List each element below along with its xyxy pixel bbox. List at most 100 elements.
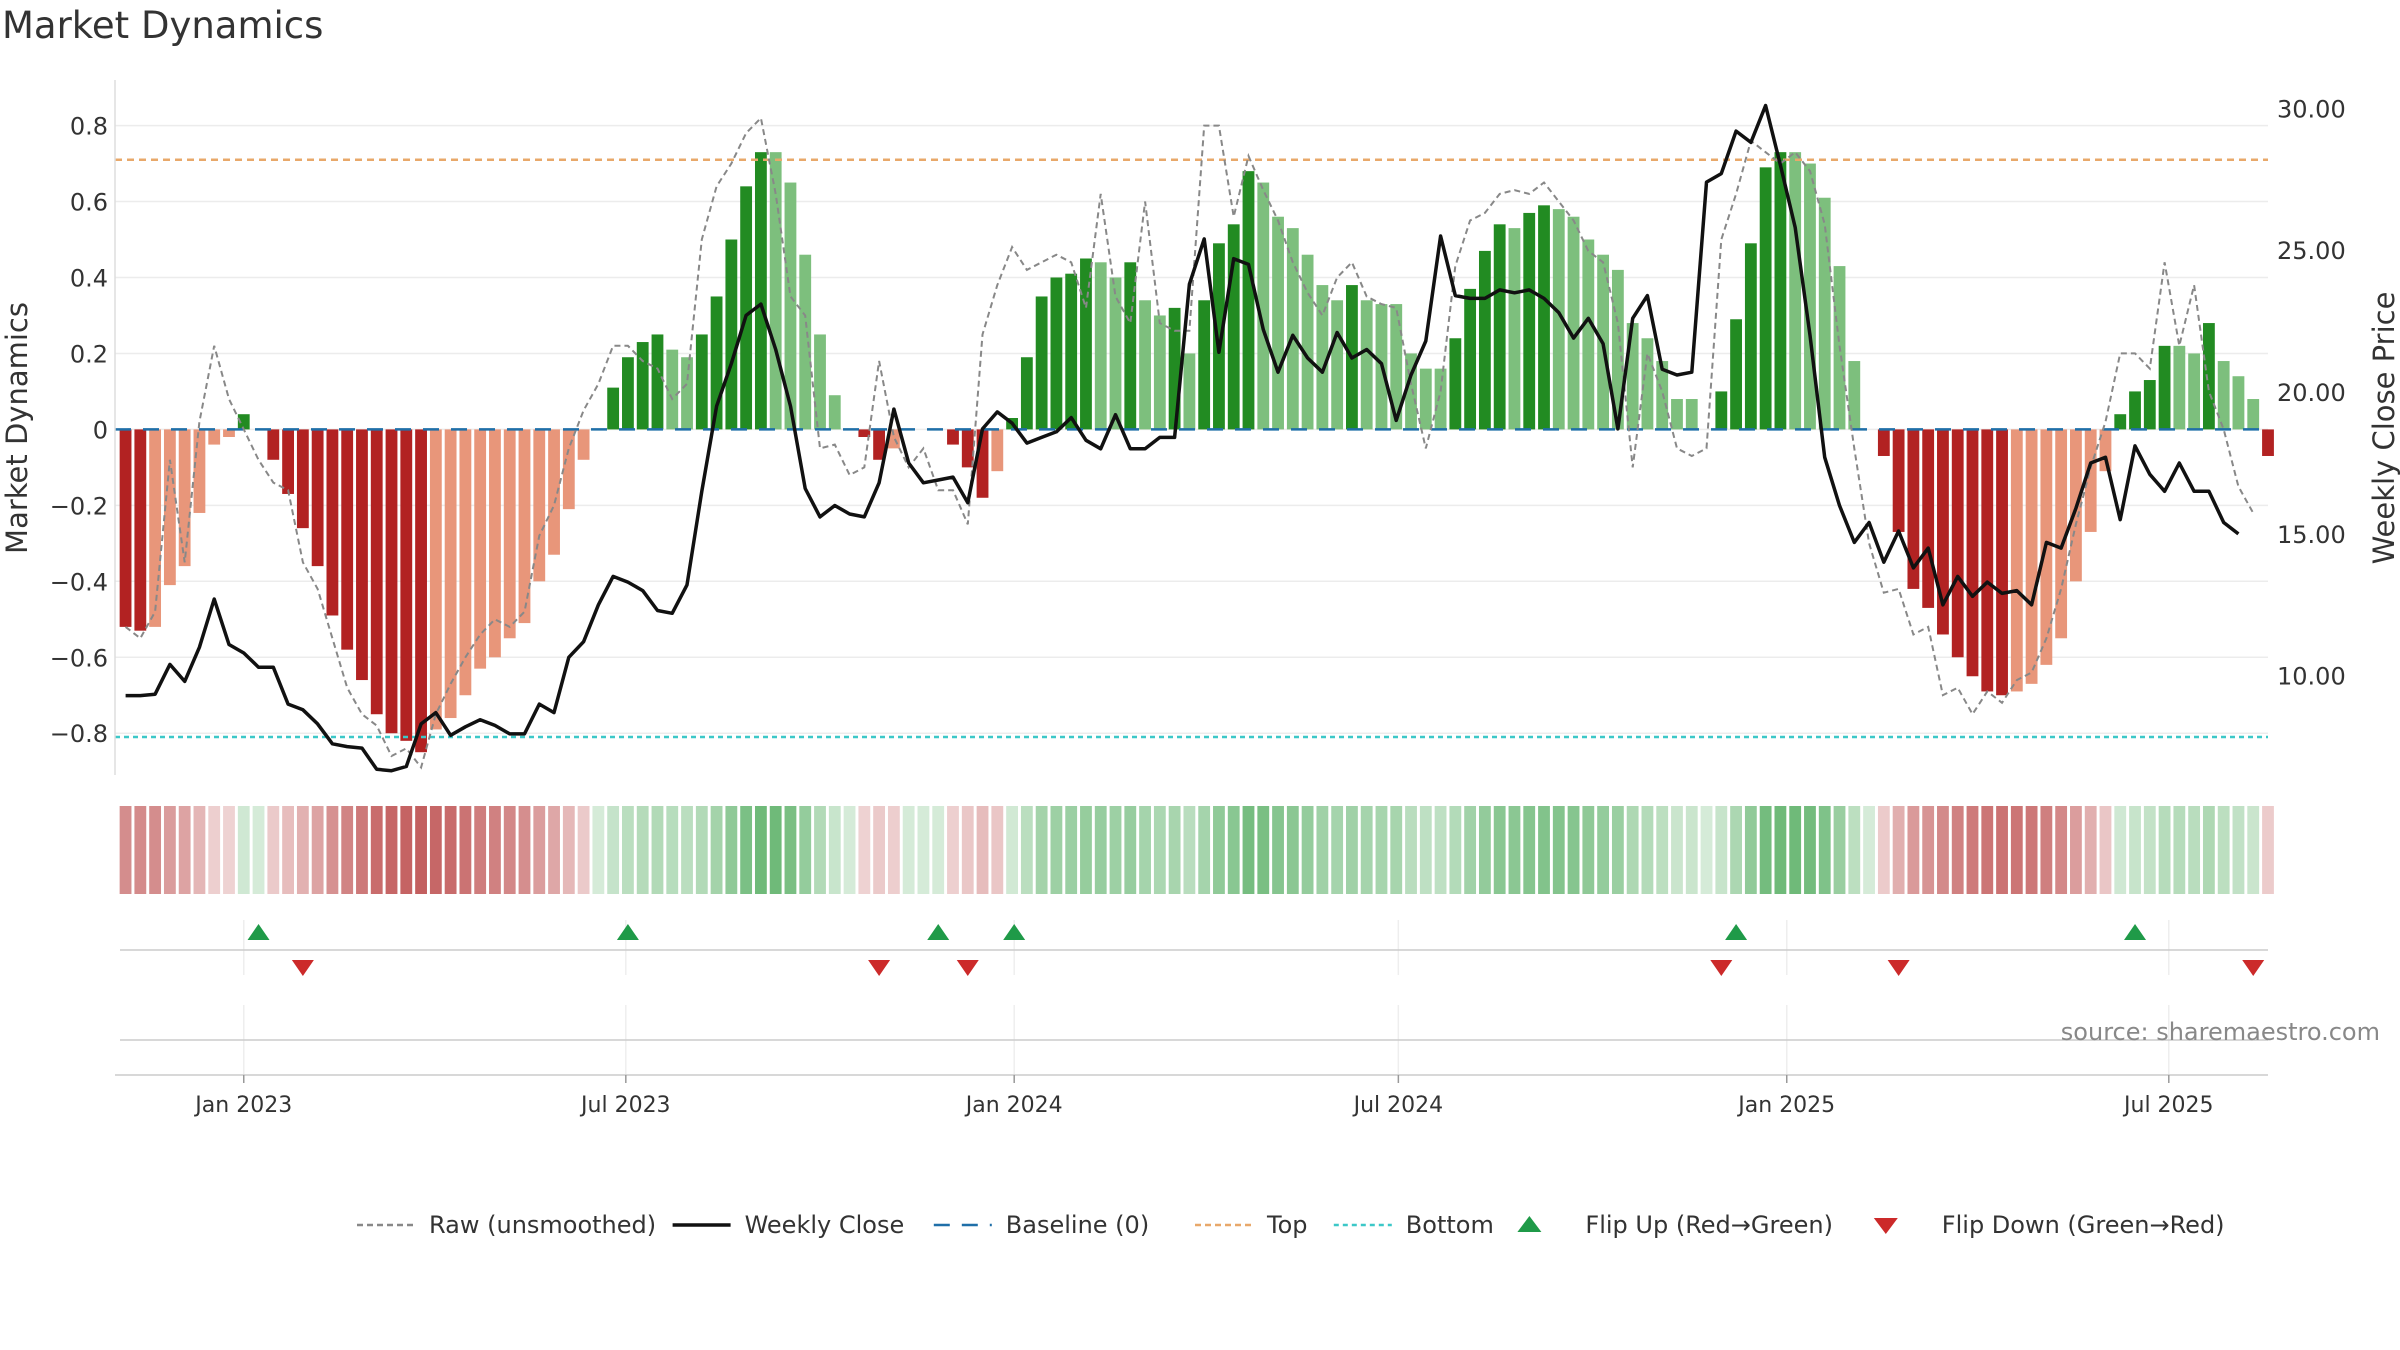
regime-cell bbox=[356, 806, 368, 894]
regime-cell bbox=[134, 806, 147, 894]
regime-cell bbox=[429, 806, 442, 894]
regime-cell bbox=[2188, 806, 2201, 894]
regime-cell bbox=[1080, 806, 1092, 894]
source-credit: source: sharemaestro.com bbox=[2061, 1018, 2380, 1046]
regime-cell bbox=[1006, 806, 1018, 894]
regime-cell bbox=[2099, 806, 2112, 894]
dynamics-bar bbox=[548, 429, 560, 555]
regime-cell bbox=[193, 806, 206, 894]
y-tick-label: −0.6 bbox=[50, 644, 108, 672]
legend-label: Flip Down (Green→Red) bbox=[1942, 1211, 2225, 1239]
y-tick-label: 0.6 bbox=[70, 189, 108, 217]
dynamics-bar bbox=[2232, 376, 2245, 430]
dynamics-bar bbox=[193, 429, 206, 513]
regime-cell bbox=[1375, 806, 1388, 894]
dynamics-bar bbox=[1538, 205, 1550, 430]
regime-cell bbox=[1848, 806, 1861, 894]
regime-cell bbox=[1493, 806, 1506, 894]
legend-label: Bottom bbox=[1406, 1211, 1494, 1239]
regime-cell bbox=[2262, 806, 2274, 894]
dynamics-bar bbox=[887, 429, 900, 449]
regime-cell bbox=[1951, 806, 1964, 894]
dynamics-bar bbox=[341, 429, 354, 650]
regime-cell bbox=[577, 806, 590, 894]
regime-cell bbox=[2040, 806, 2053, 894]
dynamics-bar bbox=[1848, 361, 1861, 430]
regime-cell bbox=[1094, 806, 1107, 894]
dynamics-bar bbox=[518, 429, 531, 624]
dynamics-bar bbox=[1242, 171, 1255, 430]
regime-cell bbox=[1065, 806, 1078, 894]
regime-cell bbox=[1966, 806, 1979, 894]
dynamics-bar bbox=[1478, 250, 1491, 430]
regime-cell bbox=[740, 806, 753, 894]
dynamics-bar bbox=[1050, 277, 1063, 430]
dynamics-bar bbox=[1153, 315, 1166, 430]
dynamics-bar bbox=[2114, 414, 2127, 430]
regime-cell bbox=[1892, 806, 1905, 894]
regime-cell bbox=[917, 806, 930, 894]
chart-title: Market Dynamics bbox=[2, 4, 324, 47]
dynamics-bar bbox=[2173, 345, 2186, 430]
dynamics-bar bbox=[2202, 323, 2215, 430]
regime-cell bbox=[1227, 806, 1240, 894]
regime-cell bbox=[1419, 806, 1432, 894]
regime-cell bbox=[592, 806, 605, 894]
dynamics-bar bbox=[1641, 338, 1654, 430]
regime-cell bbox=[1744, 806, 1757, 894]
dynamics-bar bbox=[2025, 429, 2038, 684]
flip-down-marker bbox=[1887, 960, 1910, 976]
reference-lines bbox=[115, 158, 2268, 739]
regime-cell bbox=[1257, 806, 1270, 894]
regime-cell bbox=[725, 806, 738, 894]
regime-cell bbox=[695, 806, 708, 894]
regime-cell bbox=[1153, 806, 1166, 894]
empty-panel bbox=[120, 1005, 2268, 1075]
regime-cell bbox=[1360, 806, 1373, 894]
dynamics-bar bbox=[1390, 304, 1403, 430]
flip-markers-panel bbox=[120, 920, 2268, 976]
dynamics-bar bbox=[1996, 429, 2008, 696]
dynamics-bar bbox=[1508, 228, 1521, 430]
regime-cell bbox=[548, 806, 560, 894]
regime-cell bbox=[2010, 806, 2023, 894]
regime-cell bbox=[1124, 806, 1137, 894]
legend: Raw (unsmoothed) Weekly Close Baseline (0)… bbox=[357, 1211, 2225, 1239]
dynamics-bar bbox=[237, 414, 250, 430]
dynamics-bar bbox=[370, 429, 383, 715]
y2-tick-label: 15.00 bbox=[2277, 521, 2346, 549]
regime-cell bbox=[799, 806, 812, 894]
dynamics-bar bbox=[2143, 380, 2156, 430]
dynamics-bar bbox=[858, 429, 871, 437]
dynamics-bar bbox=[1730, 319, 1742, 430]
regime-cell bbox=[1981, 806, 1994, 894]
dynamics-bar bbox=[991, 429, 1004, 472]
regime-cell bbox=[459, 806, 472, 894]
dynamics-bar bbox=[1937, 429, 1949, 635]
dynamics-bar bbox=[1464, 288, 1477, 430]
regime-cell bbox=[1478, 806, 1491, 894]
dynamics-bar bbox=[385, 429, 398, 734]
regime-cell bbox=[1464, 806, 1477, 894]
dynamics-bar bbox=[1685, 399, 1698, 430]
dynamics-bar bbox=[400, 429, 413, 741]
dynamics-bar bbox=[622, 357, 634, 430]
y2-tick-label: 25.00 bbox=[2277, 237, 2346, 265]
legend-swatch-flip-down bbox=[1873, 1218, 1898, 1234]
regime-cell bbox=[1449, 806, 1462, 894]
dynamics-bar bbox=[636, 342, 649, 430]
regime-cell bbox=[784, 806, 797, 894]
regime-cell bbox=[1730, 806, 1742, 894]
dynamics-bar bbox=[681, 357, 693, 430]
legend-item-flip-up: Flip Up (Red→Green) bbox=[1517, 1211, 1833, 1239]
regime-cell bbox=[562, 806, 575, 894]
dynamics-bar bbox=[356, 429, 368, 681]
dynamics-bar bbox=[2099, 429, 2112, 472]
flip-up-marker bbox=[2124, 924, 2147, 940]
dynamics-bar bbox=[1552, 209, 1565, 430]
regime-cell bbox=[489, 806, 501, 894]
x-tick-label: Jan 2024 bbox=[964, 1093, 1063, 1118]
regime-cell bbox=[1818, 806, 1831, 894]
dynamics-bar bbox=[784, 182, 797, 430]
regime-cell bbox=[1183, 806, 1196, 894]
